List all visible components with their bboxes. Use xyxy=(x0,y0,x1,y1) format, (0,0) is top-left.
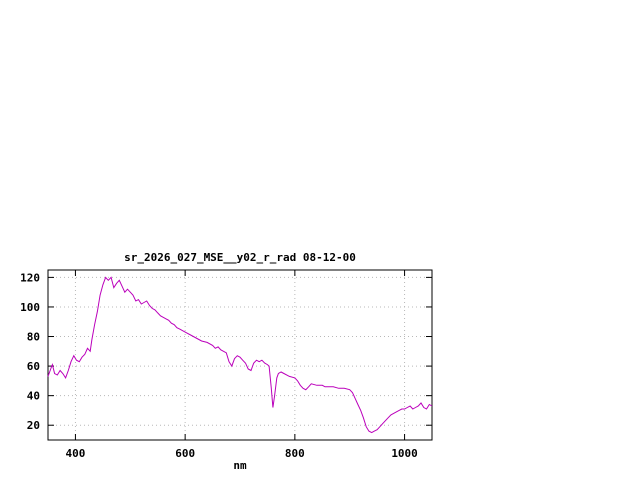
x-axis-label: nm xyxy=(233,459,247,472)
y-tick-label: 60 xyxy=(27,360,40,373)
chart-title: sr_2026_027_MSE__y02_r_rad 08-12-00 xyxy=(124,251,356,264)
x-tick-label: 800 xyxy=(285,447,305,460)
y-tick-label: 20 xyxy=(27,419,40,432)
plot-border xyxy=(47,269,433,441)
data-line xyxy=(47,276,433,434)
y-tick-label: 40 xyxy=(27,390,40,403)
x-tick-label: 400 xyxy=(65,447,85,460)
y-tick-label: 100 xyxy=(20,301,40,314)
y-tick-label: 80 xyxy=(27,331,40,344)
x-tick-label: 1000 xyxy=(391,447,418,460)
y-tick-label: 120 xyxy=(20,271,40,284)
x-tick-label: 600 xyxy=(175,447,195,460)
